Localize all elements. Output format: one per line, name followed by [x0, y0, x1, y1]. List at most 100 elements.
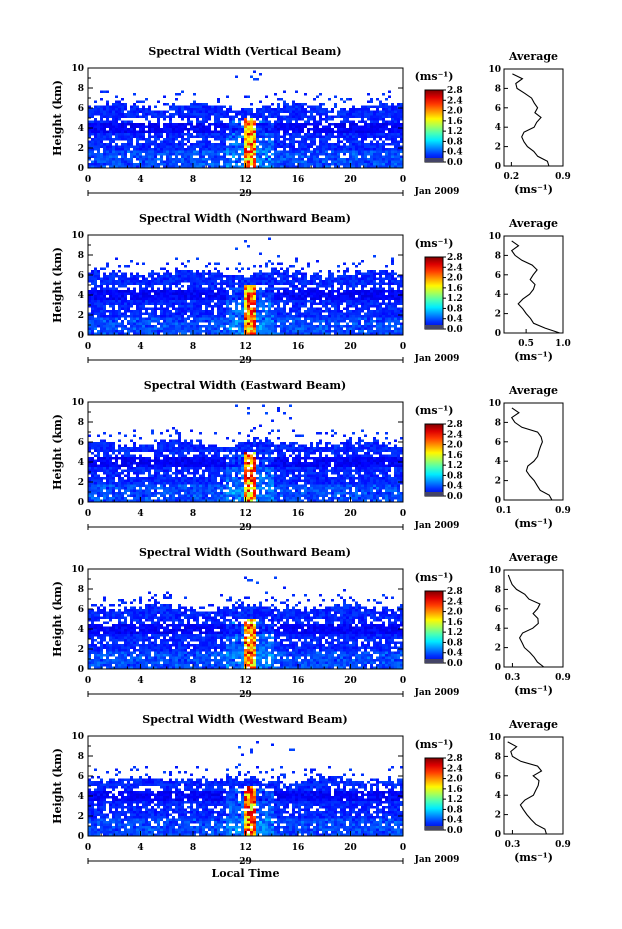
- heatmap-cell: [331, 317, 334, 320]
- heatmap-cell: [112, 332, 115, 335]
- heatmap-cell: [316, 123, 319, 126]
- heatmap-cell: [190, 160, 193, 163]
- heatmap-cell: [184, 305, 187, 308]
- heatmap-cell: [121, 150, 124, 153]
- colorbar-tick-label: 2.4: [447, 263, 463, 273]
- heatmap-cell: [121, 315, 124, 318]
- heatmap-cell: [397, 332, 400, 335]
- heatmap-cell: [391, 305, 394, 308]
- heatmap-cell: [154, 138, 157, 141]
- heatmap-cell: [220, 322, 223, 325]
- heatmap-cell: [124, 123, 127, 126]
- heatmap-cell: [259, 143, 262, 146]
- heatmap-cell: [139, 297, 142, 300]
- heatmap-cell: [124, 148, 127, 151]
- heatmap-cell: [145, 160, 148, 163]
- heatmap-cell: [130, 125, 133, 128]
- heatmap-cell: [154, 292, 157, 295]
- heatmap-cell: [397, 135, 400, 138]
- heatmap-cell: [166, 327, 169, 330]
- heatmap-cell: [253, 143, 256, 146]
- heatmap-cell: [307, 145, 310, 148]
- heatmap-cell: [298, 105, 301, 108]
- heatmap-cell: [145, 312, 148, 315]
- heatmap-cell: [292, 148, 295, 151]
- heatmap-cell: [139, 110, 142, 113]
- heatmap-cell: [229, 123, 232, 126]
- heatmap-cell: [142, 317, 145, 320]
- heatmap-cell: [361, 135, 364, 138]
- heatmap-cell: [145, 325, 148, 328]
- heatmap-cell: [277, 108, 280, 111]
- heatmap-cell: [127, 110, 130, 113]
- heatmap-cell: [151, 125, 154, 128]
- heatmap-cell: [145, 113, 148, 116]
- heatmap-cell: [172, 312, 175, 315]
- heatmap-cell: [367, 317, 370, 320]
- heatmap-cell: [361, 130, 364, 133]
- heatmap-cell: [370, 320, 373, 323]
- heatmap-cell: [259, 148, 262, 151]
- heatmap-cell: [154, 150, 157, 153]
- heatmap-cell: [379, 277, 382, 280]
- heatmap-cell: [91, 312, 94, 315]
- heatmap-cell: [244, 95, 247, 98]
- heatmap-cell: [88, 305, 91, 308]
- heatmap-cell: [196, 135, 199, 138]
- heatmap-cell: [145, 320, 148, 323]
- heatmap-cell: [175, 272, 178, 275]
- heatmap-cell: [94, 153, 97, 156]
- heatmap-cell: [319, 297, 322, 300]
- heatmap-cell: [256, 292, 259, 295]
- heatmap-cell: [184, 138, 187, 141]
- heatmap-cell: [373, 148, 376, 151]
- colorbar: [424, 89, 444, 163]
- heatmap-cell: [352, 310, 355, 313]
- heatmap-cell: [274, 133, 277, 136]
- heatmap-cell: [145, 145, 148, 148]
- heatmap-cell: [310, 297, 313, 300]
- heatmap-cell: [352, 133, 355, 136]
- heatmap-cell: [109, 287, 112, 290]
- heatmap-cell: [142, 158, 145, 161]
- heatmap-cell: [349, 145, 352, 148]
- heatmap-cell: [259, 325, 262, 328]
- heatmap-cell: [307, 332, 310, 335]
- heatmap-cell: [238, 270, 241, 273]
- heatmap-cell: [385, 272, 388, 275]
- heatmap-cell: [313, 320, 316, 323]
- heatmap-cell: [391, 272, 394, 275]
- heatmap-cell: [397, 295, 400, 298]
- heatmap-cell: [265, 320, 268, 323]
- heatmap-cell: [364, 325, 367, 328]
- heatmap-cell: [277, 302, 280, 305]
- heatmap-cell: [331, 158, 334, 161]
- heatmap-cell: [364, 133, 367, 136]
- heatmap-cell: [196, 153, 199, 156]
- heatmap-cell: [169, 300, 172, 303]
- heatmap-cell: [97, 320, 100, 323]
- heatmap-cell: [223, 135, 226, 138]
- heatmap-cell: [397, 292, 400, 295]
- heatmap-cell: [106, 262, 109, 265]
- heatmap-cell: [310, 138, 313, 141]
- heatmap-cell: [166, 315, 169, 318]
- heatmap-cell: [190, 103, 193, 106]
- heatmap-cell: [364, 130, 367, 133]
- heatmap-cell: [142, 110, 145, 113]
- heatmap-cell: [160, 133, 163, 136]
- heatmap-cell: [208, 163, 211, 166]
- heatmap-cell: [286, 138, 289, 141]
- heatmap-cell: [184, 115, 187, 118]
- heatmap-cell: [106, 90, 109, 93]
- heatmap-cell: [373, 105, 376, 108]
- heatmap-cell: [337, 110, 340, 113]
- heatmap-cell: [277, 317, 280, 320]
- heatmap-cell: [214, 150, 217, 153]
- heatmap-cell: [202, 312, 205, 315]
- heatmap-cell: [181, 270, 184, 273]
- heatmap-cell: [190, 155, 193, 158]
- heatmap-cell: [298, 133, 301, 136]
- heatmap-cell: [358, 135, 361, 138]
